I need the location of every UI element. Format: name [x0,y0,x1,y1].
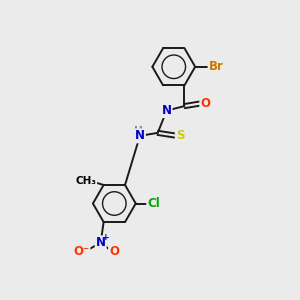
Text: +: + [102,233,110,242]
Text: N: N [96,236,106,249]
Text: Cl: Cl [147,197,160,210]
Text: CH₃: CH₃ [75,176,96,185]
Text: H: H [161,106,170,116]
Text: S: S [176,129,184,142]
Text: O: O [200,97,210,110]
Text: N: N [162,104,172,117]
Text: O⁻: O⁻ [73,245,89,258]
Text: N: N [135,129,145,142]
Text: H: H [134,126,143,136]
Text: Br: Br [208,60,224,73]
Text: O: O [109,245,119,258]
